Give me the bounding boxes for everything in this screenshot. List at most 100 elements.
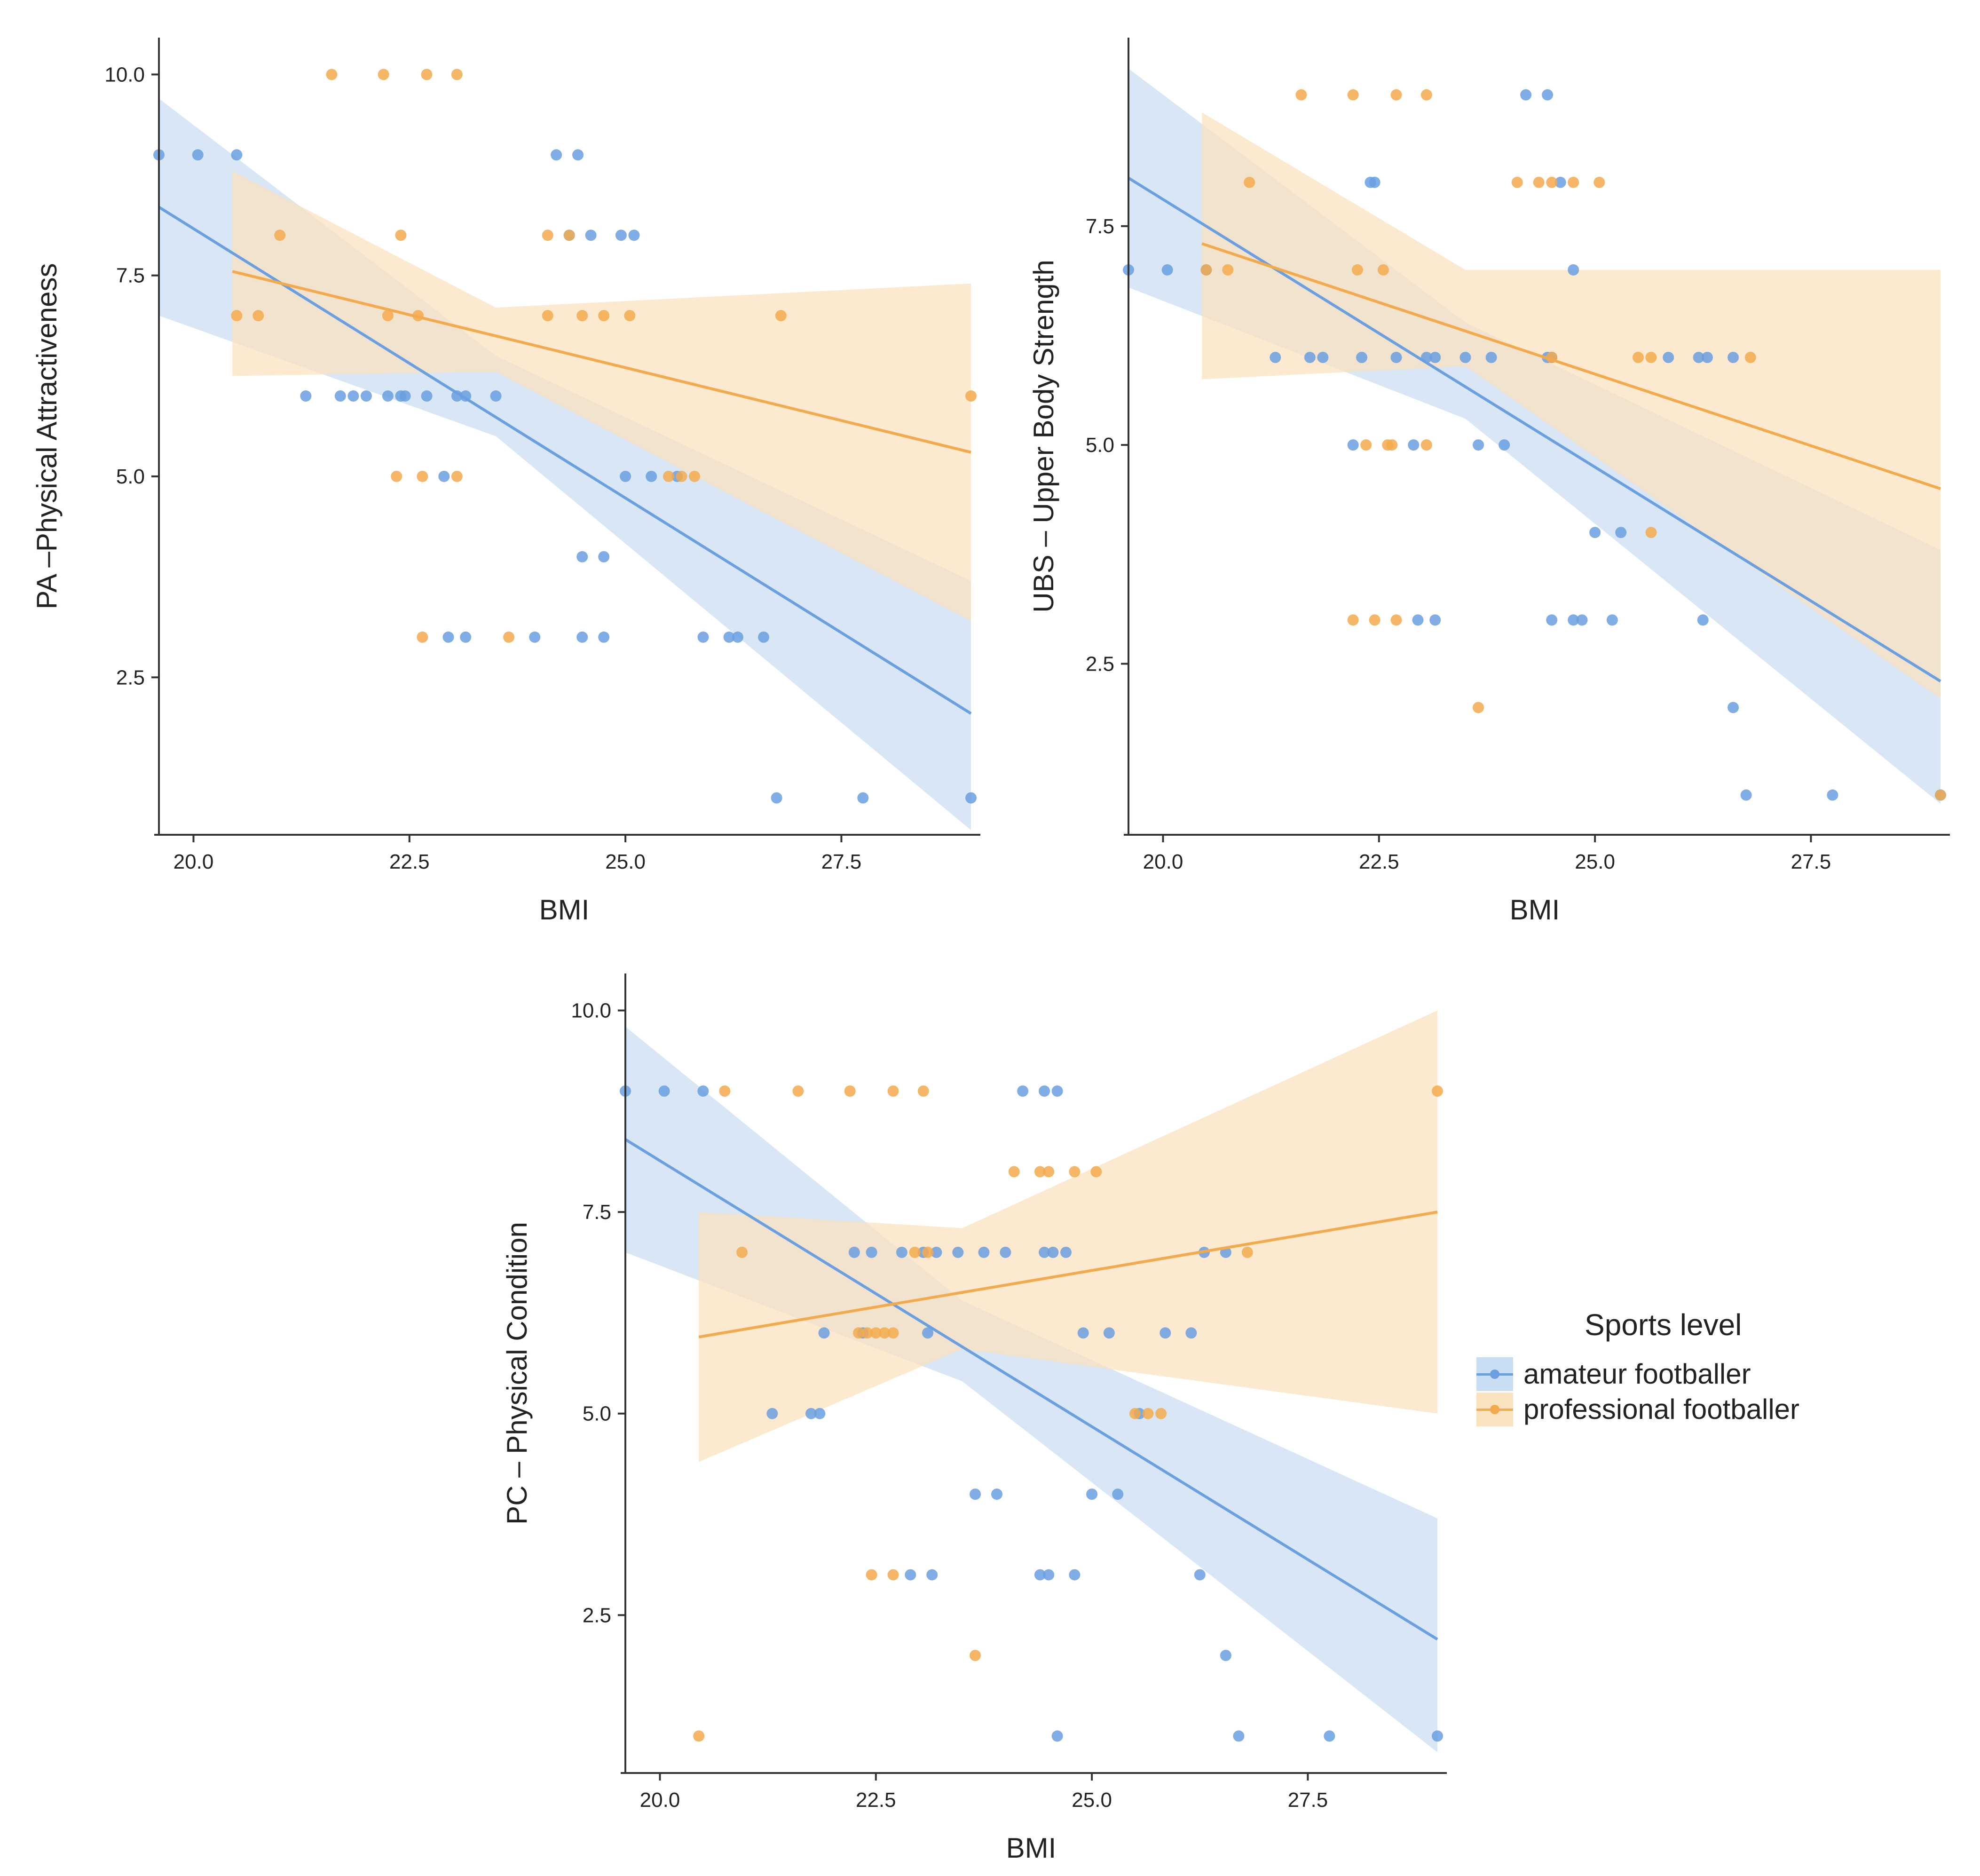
y-axis-title: PC – Physical Condition bbox=[501, 1222, 533, 1525]
data-point-amateur bbox=[576, 631, 588, 643]
data-point-amateur bbox=[991, 1488, 1003, 1500]
data-point-amateur bbox=[1051, 1085, 1063, 1097]
data-point-professional bbox=[844, 1085, 856, 1097]
data-point-amateur bbox=[732, 631, 743, 643]
data-point-professional bbox=[1568, 176, 1579, 188]
data-point-professional bbox=[1043, 1166, 1055, 1178]
data-point-amateur bbox=[1412, 614, 1424, 626]
data-point-professional bbox=[542, 230, 553, 241]
x-tick-label: 22.5 bbox=[856, 1789, 896, 1812]
data-point-professional bbox=[1347, 614, 1359, 626]
data-point-amateur bbox=[1390, 352, 1402, 363]
data-point-professional bbox=[970, 1650, 981, 1661]
data-point-professional bbox=[1069, 1166, 1081, 1178]
data-point-professional bbox=[395, 230, 407, 241]
data-point-amateur bbox=[896, 1246, 907, 1258]
data-point-amateur bbox=[347, 390, 359, 402]
data-point-amateur bbox=[658, 1085, 670, 1097]
data-point-amateur bbox=[1347, 439, 1359, 451]
data-point-professional bbox=[1432, 1085, 1443, 1097]
data-point-professional bbox=[1390, 89, 1402, 101]
data-point-amateur bbox=[866, 1246, 877, 1258]
data-point-amateur bbox=[620, 470, 631, 482]
data-point-amateur bbox=[1568, 614, 1579, 626]
data-point-professional bbox=[274, 230, 286, 241]
panel-pa: 20.0 22.5 25.0 27.5 2.5 5.0 7.5 10.0 BMI PA –Phys… bbox=[31, 38, 980, 926]
legend-title: Sports level bbox=[1585, 1308, 1742, 1342]
data-point-amateur bbox=[1568, 264, 1579, 276]
data-point-amateur bbox=[1160, 1327, 1171, 1339]
legend-label-professional: professional footballer bbox=[1523, 1393, 1800, 1425]
data-point-amateur bbox=[1459, 352, 1471, 363]
data-point-amateur bbox=[628, 230, 640, 241]
data-point-amateur bbox=[931, 1246, 942, 1258]
data-point-amateur bbox=[1701, 352, 1713, 363]
data-point-amateur bbox=[585, 230, 597, 241]
data-point-amateur bbox=[1039, 1085, 1050, 1097]
legend: Sports level amateur footballer professi… bbox=[1476, 1307, 1900, 1427]
legend-key-amateur bbox=[1476, 1357, 1513, 1391]
y-tick-label: 5.0 bbox=[583, 1402, 611, 1425]
data-point-amateur bbox=[1728, 352, 1739, 363]
data-point-amateur bbox=[1554, 176, 1566, 188]
data-point-amateur bbox=[598, 631, 610, 643]
data-point-amateur bbox=[1408, 439, 1420, 451]
data-point-professional bbox=[231, 310, 243, 322]
data-point-amateur bbox=[1429, 614, 1441, 626]
data-point-professional bbox=[1935, 789, 1946, 801]
data-point-amateur bbox=[1077, 1327, 1089, 1339]
regression-line-amateur bbox=[158, 206, 972, 715]
data-point-professional bbox=[1142, 1408, 1154, 1419]
legend-item-amateur: amateur footballer bbox=[1476, 1356, 1900, 1392]
data-point-amateur bbox=[1693, 352, 1704, 363]
data-point-professional bbox=[421, 69, 433, 80]
data-point-amateur bbox=[771, 792, 782, 804]
data-point-professional bbox=[1360, 439, 1372, 451]
confidence-band-professional bbox=[232, 171, 971, 621]
data-point-amateur bbox=[1324, 1730, 1335, 1742]
data-point-amateur bbox=[1051, 1730, 1063, 1742]
data-point-professional bbox=[917, 1085, 929, 1097]
data-point-professional bbox=[689, 470, 701, 482]
data-point-amateur bbox=[490, 390, 502, 402]
data-point-amateur bbox=[382, 390, 394, 402]
data-point-amateur bbox=[848, 1246, 860, 1258]
data-point-professional bbox=[965, 390, 977, 402]
data-point-amateur bbox=[615, 230, 627, 241]
data-point-amateur bbox=[334, 390, 346, 402]
data-point-amateur bbox=[1233, 1730, 1245, 1742]
regression-line-professional bbox=[232, 270, 971, 454]
regression-line-professional bbox=[1201, 242, 1941, 491]
data-point-professional bbox=[563, 230, 575, 241]
data-point-professional bbox=[576, 310, 588, 322]
data-point-amateur bbox=[1589, 527, 1601, 538]
data-point-professional bbox=[1129, 1408, 1141, 1419]
data-point-amateur bbox=[1220, 1650, 1231, 1661]
data-point-amateur bbox=[952, 1246, 964, 1258]
data-point-professional bbox=[887, 1327, 899, 1339]
y-tick-label: 5.0 bbox=[116, 465, 145, 488]
data-point-amateur bbox=[1304, 352, 1316, 363]
data-point-amateur bbox=[1069, 1569, 1081, 1581]
data-point-professional bbox=[598, 310, 610, 322]
y-tick-label: 7.5 bbox=[116, 264, 145, 287]
data-point-professional bbox=[391, 470, 402, 482]
data-point-amateur bbox=[1473, 439, 1484, 451]
x-tick-label: 27.5 bbox=[1288, 1789, 1328, 1812]
data-point-professional bbox=[1222, 264, 1234, 276]
data-point-professional bbox=[1744, 352, 1756, 363]
legend-label-amateur: amateur footballer bbox=[1523, 1358, 1751, 1390]
data-point-amateur bbox=[814, 1408, 826, 1419]
data-point-professional bbox=[1645, 352, 1657, 363]
data-point-professional bbox=[922, 1246, 934, 1258]
data-point-professional bbox=[1034, 1166, 1046, 1178]
data-point-amateur bbox=[421, 390, 433, 402]
data-point-amateur bbox=[460, 631, 472, 643]
data-point-professional bbox=[1546, 176, 1558, 188]
data-point-professional bbox=[1420, 89, 1432, 101]
data-point-professional bbox=[542, 310, 553, 322]
y-tick-label: 2.5 bbox=[116, 666, 145, 689]
data-point-professional bbox=[503, 631, 515, 643]
data-point-professional bbox=[1593, 176, 1605, 188]
